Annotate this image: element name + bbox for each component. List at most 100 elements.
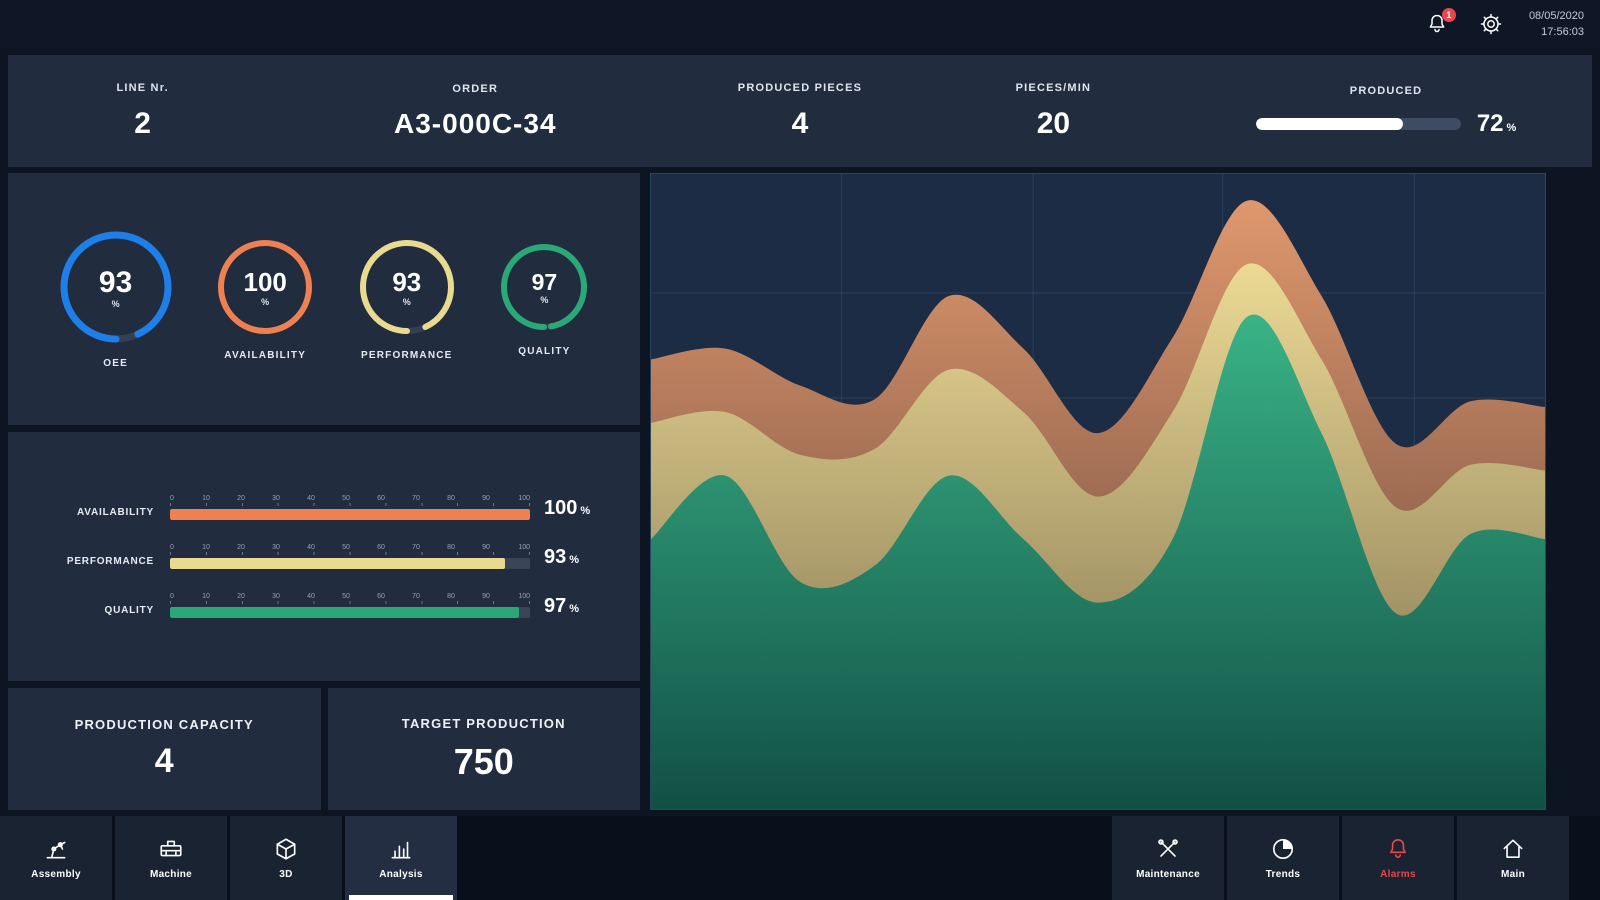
ruler-tick-label: 30 (272, 593, 280, 600)
time-text: 17:56:03 (1541, 26, 1584, 38)
ruler-tick-label: 90 (482, 544, 490, 551)
bar-row-performance: PERFORMANCE 0 10 20 30 40 50 60 70 80 90 100 93% (66, 544, 580, 569)
bottom-row: PRODUCTION CAPACITY 4 TARGET PRODUCTION … (8, 688, 640, 810)
datetime: 08/05/2020 17:56:03 (1529, 8, 1584, 41)
ruler-tick-label: 10 (202, 544, 210, 551)
quality-bar-fill (170, 607, 520, 618)
analysis-icon (391, 841, 411, 859)
ruler-tick-label: 60 (377, 544, 385, 551)
quality-bar-value: 97% (544, 595, 580, 617)
nav-item-main[interactable]: Main (1457, 816, 1569, 900)
date-text: 08/05/2020 (1528, 9, 1584, 22)
nav-item-alarms[interactable]: Alarms (1342, 816, 1454, 900)
notification-badge: 1 (1441, 8, 1456, 22)
ruler-tick-label: 80 (447, 495, 455, 502)
ruler-tick-label: 90 (482, 593, 490, 600)
ruler-tick-label: 50 (342, 544, 350, 551)
bar-ruler: 0 10 20 30 40 50 60 70 80 90 100 (170, 544, 530, 552)
gauge-availability: 100 % AVAILABILITY (215, 237, 315, 361)
performance-ring (359, 240, 454, 334)
ruler-tick-label: 30 (272, 495, 280, 502)
performance-bar-fill (170, 558, 505, 569)
produced-value: 72% (1476, 109, 1517, 137)
oee-ring (60, 231, 172, 343)
availability-bar-track (170, 509, 530, 520)
production-capacity-label: PRODUCTION CAPACITY (74, 717, 254, 732)
cube-icon (276, 838, 296, 860)
gauge-performance-text: 93 % (392, 267, 422, 307)
ruler-tick-label: 20 (237, 495, 245, 502)
machine-icon (160, 840, 182, 857)
gauge-oee-label: OEE (103, 358, 128, 369)
ruler-tick-label: 20 (237, 593, 245, 600)
stat-pieces-min-value: 20 (1036, 106, 1071, 140)
top-bar: 1 08/05/2020 17:56:03 (0, 0, 1600, 48)
quality-ring (501, 244, 588, 330)
ruler-tick-label: 50 (342, 593, 350, 600)
stat-line: LINE Nr. 2 (8, 55, 277, 167)
gauge-oee: 93 % OEE (58, 229, 174, 369)
gauge-quality: 97 % QUALITY (498, 241, 590, 357)
nav-item-machine[interactable]: Machine (115, 816, 227, 900)
header-stats: LINE Nr. 2 ORDER A3-000C-34 PRODUCED PIE… (8, 55, 1592, 167)
ruler-tick-label: 60 (377, 593, 385, 600)
stat-order-label: ORDER (452, 82, 499, 95)
assembly-icon (46, 841, 66, 859)
bottom-navbar: Assembly Machine 3D Analysis (0, 816, 1600, 900)
availability-bar-fill (170, 509, 530, 520)
gauge-performance: 93 % PERFORMANCE (357, 237, 457, 361)
stat-order: ORDER A3-000C-34 (277, 55, 673, 167)
ruler-tick-label: 100 (518, 544, 530, 551)
ruler-tick-label: 20 (237, 544, 245, 551)
bar-ruler: 0 10 20 30 40 50 60 70 80 90 100 (170, 593, 530, 601)
ruler-tick-label: 40 (307, 544, 315, 551)
nav-spacer (460, 816, 1109, 900)
nav-item-assembly[interactable]: Assembly (0, 816, 112, 900)
quality-bar-track (170, 607, 530, 618)
ruler-tick-label: 70 (412, 495, 420, 502)
stat-produced-pieces: PRODUCED PIECES 4 (673, 55, 926, 167)
production-capacity-value: 4 (154, 742, 174, 780)
ruler-tick-label: 80 (447, 593, 455, 600)
stat-pieces-min-label: PIECES/MIN (1015, 81, 1092, 94)
ruler-tick-label: 30 (272, 544, 280, 551)
stat-line-value: 2 (134, 106, 151, 140)
left-column: 93 % OEE 100 % (8, 173, 640, 810)
ruler-tick-label: 60 (377, 495, 385, 502)
ruler-tick-label: 40 (307, 495, 315, 502)
availability-ring (218, 240, 313, 334)
nav-item-trends[interactable]: Trends (1227, 816, 1339, 900)
bell-icon (1429, 14, 1445, 33)
bar-ruler: 0 10 20 30 40 50 60 70 80 90 100 (170, 495, 530, 503)
nav-item-analysis[interactable]: Analysis (345, 816, 457, 900)
settings-button[interactable] (1475, 8, 1507, 40)
nav-item-3d[interactable]: 3D (230, 816, 342, 900)
notifications-button[interactable]: 1 (1421, 8, 1456, 40)
ruler-tick-label: 10 (202, 593, 210, 600)
performance-bar-track (170, 558, 530, 569)
bar-ticks (170, 503, 530, 506)
ruler-tick-label: 0 (170, 495, 174, 502)
home-icon (1503, 839, 1523, 858)
ruler-tick-label: 40 (307, 593, 315, 600)
gear-icon (1480, 13, 1502, 35)
chart-panel (650, 173, 1546, 810)
target-production-value: 750 (453, 740, 514, 782)
nav-item-maintenance[interactable]: Maintenance (1112, 816, 1224, 900)
target-production-label: TARGET PRODUCTION (401, 715, 566, 731)
ruler-tick-label: 100 (518, 593, 530, 600)
trends-icon (1272, 838, 1294, 860)
stat-produced-pieces-label: PRODUCED PIECES (737, 81, 863, 94)
bar-row-quality: QUALITY 0 10 20 30 40 50 60 70 80 90 100 97% (104, 593, 580, 618)
gauge-quality-label: QUALITY (518, 346, 571, 357)
ruler-tick-label: 100 (518, 495, 530, 502)
ruler-tick-label: 10 (202, 495, 210, 502)
tools-icon (1158, 839, 1178, 857)
nav-endpad (1572, 816, 1600, 900)
target-production-cell: TARGET PRODUCTION 750 (327, 688, 640, 810)
ruler-tick-label: 90 (482, 495, 490, 502)
bell-icon (1390, 838, 1406, 858)
ruler-tick-label: 70 (412, 593, 420, 600)
stat-line-label: LINE Nr. (116, 81, 169, 94)
produced-progress-fill (1255, 117, 1404, 130)
